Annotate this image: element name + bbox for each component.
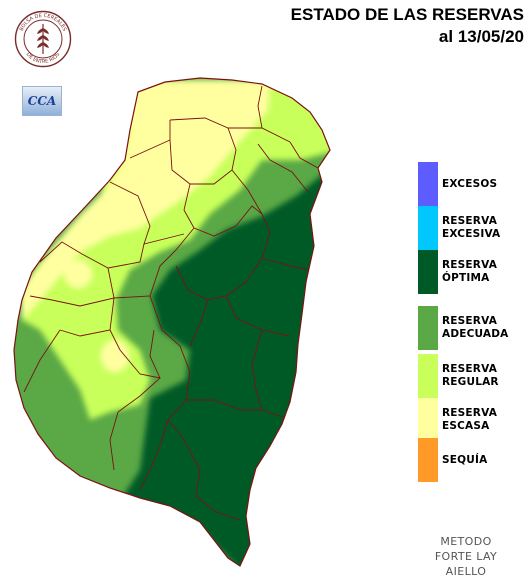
legend-label: EXCESOS [442,177,498,190]
zone-escasa-spot [101,340,129,372]
legend-swatch [418,354,438,398]
legend-label: SEQUÍA [442,453,488,466]
method-line-3: AIELLO [445,565,487,578]
legend-label: RESERVA ADECUADA [442,315,509,340]
legend-label: RESERVA ESCASA [442,407,498,432]
legend-swatch [418,206,438,250]
legend-swatch [418,250,438,294]
department-borders [23,85,319,521]
bolsa-cereales-logo: BOLSA DE CEREALES DE ENTRE RIOS [14,10,72,68]
province-outline [13,77,331,567]
legend-swatch [418,438,438,482]
legend-item-reserva-regular: RESERVA REGULAR [418,354,528,398]
method-note: METODO FORTE LAY AIELLO [424,534,508,579]
title-line-1: ESTADO DE LAS RESERVAS [290,5,524,24]
legend-swatch [418,306,438,350]
legend-item-reserva-optima: RESERVA ÓPTIMA [418,250,528,294]
map-title: ESTADO DE LAS RESERVAS al 13/05/20 [291,4,524,48]
method-line-1: METODO [440,535,492,548]
zone-regular [20,80,330,420]
legend-swatch [418,398,438,442]
legend-item-excesos: EXCESOS [418,162,528,206]
zone-escasa-spot [64,260,92,288]
legend-item-sequia: SEQUÍA [418,438,528,482]
method-line-2: FORTE LAY [434,550,498,563]
legend-item-reserva-excesiva: RESERVA EXCESIVA [418,206,528,250]
legend-item-reserva-adecuada: RESERVA ADECUADA [418,306,528,350]
zone-escasa [22,80,270,320]
title-line-2: al 13/05/20 [438,27,524,46]
legend-label: RESERVA REGULAR [442,363,499,388]
cca-badge: CCA [22,86,62,116]
legend-label: RESERVA EXCESIVA [442,215,501,240]
legend-item-reserva-escasa: RESERVA ESCASA [418,398,528,442]
legend-label: RESERVA ÓPTIMA [442,259,498,284]
legend-swatch [418,162,438,206]
